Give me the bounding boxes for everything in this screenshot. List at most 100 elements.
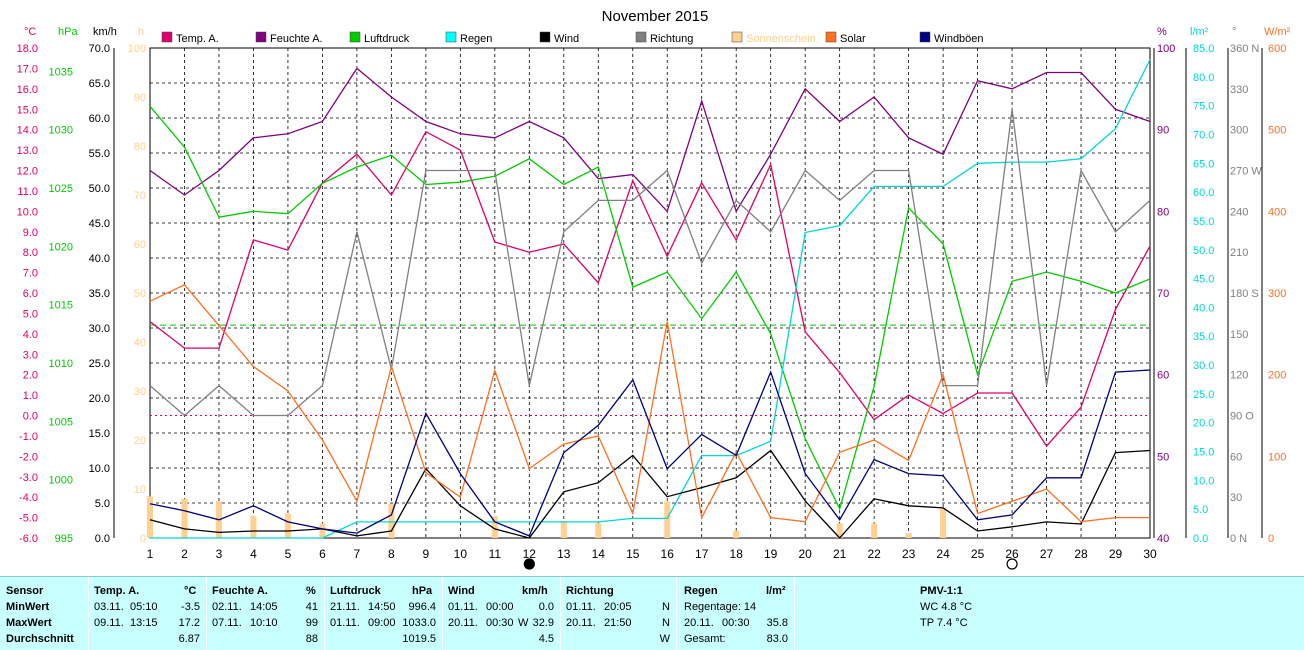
rain-unit-label: l/m² xyxy=(1190,26,1209,38)
rain-days: Regentage: 14 xyxy=(684,601,757,613)
x-tick-label: 22 xyxy=(867,547,881,561)
legend-swatch xyxy=(349,31,361,43)
x-tick-label: 28 xyxy=(1074,547,1088,561)
legend-item: Richtung xyxy=(635,31,693,45)
direction-unit-label: ° xyxy=(1232,26,1236,38)
x-tick-label: 13 xyxy=(557,547,571,561)
direction-max-date: 20.11. xyxy=(566,617,596,629)
series-line-luftdruck xyxy=(149,105,1151,511)
rain-tick-label: 50.0 xyxy=(1193,245,1214,257)
row-label-avg: Durchschnitt xyxy=(6,633,74,645)
sunshine-bar xyxy=(250,515,257,538)
x-tick-label: 27 xyxy=(1040,547,1054,561)
legend-swatch xyxy=(255,31,267,43)
humidity-tick-label: 40 xyxy=(1157,533,1169,545)
x-tick-label: 24 xyxy=(936,547,950,561)
rain-tick-label: 70.0 xyxy=(1193,129,1214,141)
rain-tick-label: 80.0 xyxy=(1193,72,1214,84)
x-tick-label: 15 xyxy=(626,547,640,561)
x-tick-label: 21 xyxy=(833,547,847,561)
pressure-tick-label: 1030 xyxy=(49,125,73,137)
rain-tick-label: 30.0 xyxy=(1193,360,1214,372)
humidity-min-time: 14:05 xyxy=(250,601,278,613)
direction-min-date: 01.11. xyxy=(566,601,596,613)
direction-tick-label: 120 xyxy=(1230,370,1248,382)
wind-avg-value: 4.5 xyxy=(538,633,554,645)
direction-tick-label: 270 W xyxy=(1230,166,1262,178)
humidity-min-date: 02.11. xyxy=(212,601,242,613)
legend-item: Windböen xyxy=(919,31,984,45)
wind-min-value: 0.0 xyxy=(538,601,554,613)
direction-tick-label: 300 xyxy=(1230,125,1248,137)
sunshine-bar xyxy=(836,523,843,538)
wind-unit: km/h xyxy=(522,585,548,597)
series-line-richtung xyxy=(149,109,1151,417)
direction-tick-label: 30 xyxy=(1230,492,1242,504)
legend-item: Feuchte A. xyxy=(255,31,323,45)
pressure-avg-value: 1019.5 xyxy=(402,633,436,645)
temp-title: Temp. A. xyxy=(94,585,140,597)
series-line-wind xyxy=(149,449,1151,539)
solar-unit-label: W/m² xyxy=(1264,26,1291,38)
x-tick-label: 12 xyxy=(523,547,537,561)
direction-tick-label: 180 S xyxy=(1230,288,1259,300)
direction-tick-label: 240 xyxy=(1230,206,1248,218)
legend-label: Solar xyxy=(840,33,866,45)
humidity-unit-label: % xyxy=(1157,26,1167,38)
wind-tick-label: 15.0 xyxy=(89,428,110,440)
legend-label: Wind xyxy=(554,33,579,45)
pressure-tick-label: 1020 xyxy=(49,241,73,253)
new-moon-icon xyxy=(523,558,535,570)
wind-tick-label: 70.0 xyxy=(89,43,110,55)
temp-tick-label: 2.0 xyxy=(23,370,38,382)
solar-tick-label: 0 xyxy=(1268,533,1274,545)
wind-max-date: 20.11. xyxy=(448,617,478,629)
legend-label: Feuchte A. xyxy=(270,33,323,45)
temp-avg-value: 6.87 xyxy=(178,633,200,645)
humidity-tick-label: 50 xyxy=(1157,451,1169,463)
legend-label: Sonnenschein xyxy=(746,33,816,45)
x-tick-label: 9 xyxy=(423,547,430,561)
legend-swatch xyxy=(635,31,647,43)
pressure-max-date: 01.11. xyxy=(330,617,360,629)
temp-tick-label: 18.0 xyxy=(17,43,38,55)
sunshine-tick-label: 60 xyxy=(134,239,146,251)
temp-max-time: 13:15 xyxy=(130,617,158,629)
pressure-tick-label: 995 xyxy=(55,533,73,545)
pressure-min-date: 21.11. xyxy=(330,601,360,613)
rain-tick-label: 40.0 xyxy=(1193,302,1214,314)
rain-tick-label: 25.0 xyxy=(1193,389,1214,401)
wind-tick-label: 0.0 xyxy=(95,533,110,545)
x-tick-label: 25 xyxy=(971,547,985,561)
sunshine-bar xyxy=(871,523,878,538)
temp-tick-label: -4.0 xyxy=(19,492,38,504)
legend-item: Wind xyxy=(539,31,579,45)
stats-panel: Sensor MinWert MaxWert Durchschnitt Temp… xyxy=(0,576,1304,650)
temp-tick-label: 0.0 xyxy=(23,411,38,423)
solar-tick-label: 400 xyxy=(1268,206,1286,218)
x-tick-label: 8 xyxy=(388,547,395,561)
humidity-max-time: 10:10 xyxy=(250,617,278,629)
temp-tick-label: 16.0 xyxy=(17,84,38,96)
row-label-min: MinWert xyxy=(6,601,50,613)
sunshine-tick-label: 10 xyxy=(134,484,146,496)
rain-total-label: Gesamt: xyxy=(684,633,726,645)
direction-title: Richtung xyxy=(566,585,614,597)
legend-swatch xyxy=(161,31,173,43)
wind-tick-label: 35.0 xyxy=(89,288,110,300)
rain-max-value: 35.8 xyxy=(766,617,788,629)
pressure-tick-label: 1035 xyxy=(49,66,73,78)
wind-tick-label: 5.0 xyxy=(95,498,110,510)
temp-tick-label: 7.0 xyxy=(23,268,38,280)
temp-min-date: 03.11. xyxy=(94,601,124,613)
x-tick-label: 30 xyxy=(1143,547,1157,561)
humidity-tick-label: 60 xyxy=(1157,370,1169,382)
sunshine-tick-label: 40 xyxy=(134,337,146,349)
pmv-dew-point: TP 7.4 °C xyxy=(920,617,968,629)
rain-max-time: 00:30 xyxy=(722,617,750,629)
x-tick-label: 6 xyxy=(319,547,326,561)
x-tick-label: 4 xyxy=(250,547,257,561)
direction-avg-value: W xyxy=(659,633,670,645)
legend-label: Temp. A. xyxy=(176,33,219,45)
direction-max-time: 21:50 xyxy=(604,617,632,629)
